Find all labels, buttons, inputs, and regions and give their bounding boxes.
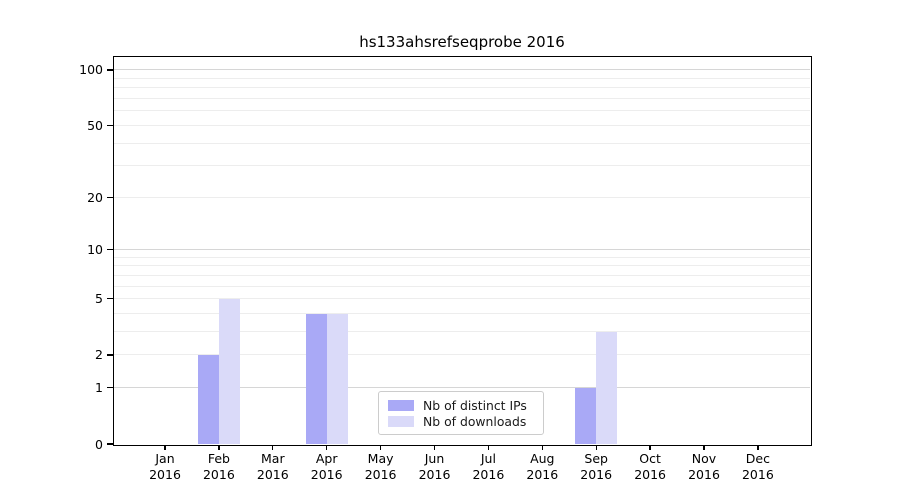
x-tick-label: Mar 2016 (241, 451, 305, 482)
x-tick-label: Sep 2016 (564, 451, 628, 482)
gridline-minor (114, 256, 810, 258)
x-tick-label-month: Mar (261, 451, 285, 466)
y-tick-label: 100 (79, 62, 103, 78)
x-tick-label-month: Nov (691, 451, 717, 466)
x-tick-label-year: 2016 (472, 466, 505, 482)
x-tick-label: Jul 2016 (456, 451, 520, 482)
x-tick-label-month: Feb (207, 451, 230, 466)
gridline-minor (114, 285, 810, 287)
gridline-major (114, 249, 810, 251)
gridline-minor (114, 265, 810, 267)
gridline-minor (114, 77, 810, 79)
gridline-minor (114, 298, 810, 300)
legend-row-downloads: Nb of downloads (388, 413, 534, 429)
x-tick-label-year: 2016 (741, 466, 774, 482)
y-tick-mark (107, 354, 113, 356)
x-tick-label-month: Dec (745, 451, 770, 466)
x-tick-label-year: 2016 (256, 466, 289, 482)
x-tick-label: Feb 2016 (187, 451, 251, 482)
x-tick-label: Jun 2016 (403, 451, 467, 482)
y-tick-mark (107, 387, 113, 389)
gridline-minor (114, 110, 810, 112)
x-tick-mark (649, 445, 651, 450)
y-tick-label: 1 (95, 380, 103, 396)
x-tick-mark (218, 445, 220, 450)
y-tick-label: 10 (87, 242, 103, 258)
y-tick-label: 2 (95, 347, 103, 363)
y-tick-mark (107, 124, 113, 126)
legend-row-distinct-ips: Nb of distinct IPs (388, 397, 534, 413)
x-tick-label-month: Apr (315, 451, 338, 466)
bar-nb-of-distinct-ips (575, 387, 597, 444)
x-tick-label-month: Sep (584, 451, 608, 466)
legend-swatch-downloads (388, 415, 414, 427)
gridline-minor (114, 196, 810, 198)
x-tick-label: Nov 2016 (672, 451, 736, 482)
x-tick-label: Aug 2016 (510, 451, 574, 482)
x-tick-label-year: 2016 (202, 466, 235, 482)
x-tick-label-month: Jun (424, 451, 445, 466)
y-tick-mark (107, 443, 113, 445)
bar-nb-of-distinct-ips (197, 354, 219, 444)
gridline-minor (114, 124, 810, 126)
x-tick-label-year: 2016 (418, 466, 451, 482)
x-tick-label-year: 2016 (526, 466, 559, 482)
x-tick-mark (487, 445, 490, 450)
x-tick-mark (326, 445, 328, 450)
x-tick-label-month: Jul (480, 451, 496, 466)
x-tick-label-year: 2016 (149, 466, 181, 482)
x-tick-label-month: Aug (530, 451, 555, 466)
x-tick-mark (757, 445, 759, 450)
x-tick-label-month: May (367, 451, 394, 466)
bar-nb-of-distinct-ips (305, 313, 327, 444)
bar-nb-of-downloads (596, 331, 618, 444)
x-tick-label-month: Jan (155, 451, 175, 466)
x-tick-mark (541, 445, 543, 450)
legend-label-distinct-ips: Nb of distinct IPs (423, 397, 527, 413)
y-tick-label: 20 (87, 189, 103, 205)
x-tick-mark (164, 445, 166, 450)
bar-nb-of-downloads (326, 313, 348, 444)
x-tick-label: Apr 2016 (295, 451, 359, 482)
x-tick-mark (379, 445, 382, 450)
gridline-minor (114, 331, 810, 333)
y-tick-mark (107, 249, 113, 251)
y-tick-mark (107, 69, 113, 71)
gridline-minor (114, 87, 810, 89)
y-tick-mark (107, 196, 113, 198)
x-tick-label-month: Oct (639, 451, 661, 466)
x-tick-label-year: 2016 (634, 466, 666, 482)
chart-title: hs133ahsrefseqprobe 2016 (359, 33, 565, 51)
gridline-major (114, 387, 810, 389)
y-tick-mark (107, 298, 113, 300)
y-tick-label: 5 (95, 291, 103, 307)
x-tick-label-year: 2016 (364, 466, 397, 482)
y-tick-label: 50 (87, 117, 103, 133)
gridline-major (114, 69, 810, 71)
x-tick-label: May 2016 (349, 451, 413, 482)
x-tick-mark (272, 445, 274, 450)
gridline-minor (114, 313, 810, 315)
y-tick-label: 0 (95, 436, 103, 452)
bar-nb-of-downloads (218, 298, 240, 444)
x-tick-label-year: 2016 (310, 466, 343, 482)
x-tick-label-year: 2016 (580, 466, 613, 482)
x-tick-label: Jan 2016 (133, 451, 197, 482)
x-tick-mark (703, 445, 705, 450)
x-tick-mark (595, 445, 597, 450)
gridline-minor (114, 354, 810, 356)
legend-label-downloads: Nb of downloads (423, 413, 527, 429)
gridline-minor (114, 165, 810, 167)
x-tick-label-year: 2016 (688, 466, 720, 482)
gridline-minor (114, 274, 810, 276)
gridline-minor (114, 142, 810, 144)
x-tick-label: Dec 2016 (726, 451, 790, 482)
x-tick-mark (433, 445, 436, 450)
gridline-minor (114, 98, 810, 100)
x-tick-label: Oct 2016 (618, 451, 682, 482)
legend: Nb of distinct IPs Nb of downloads (378, 391, 544, 435)
legend-swatch-distinct-ips (388, 399, 414, 411)
